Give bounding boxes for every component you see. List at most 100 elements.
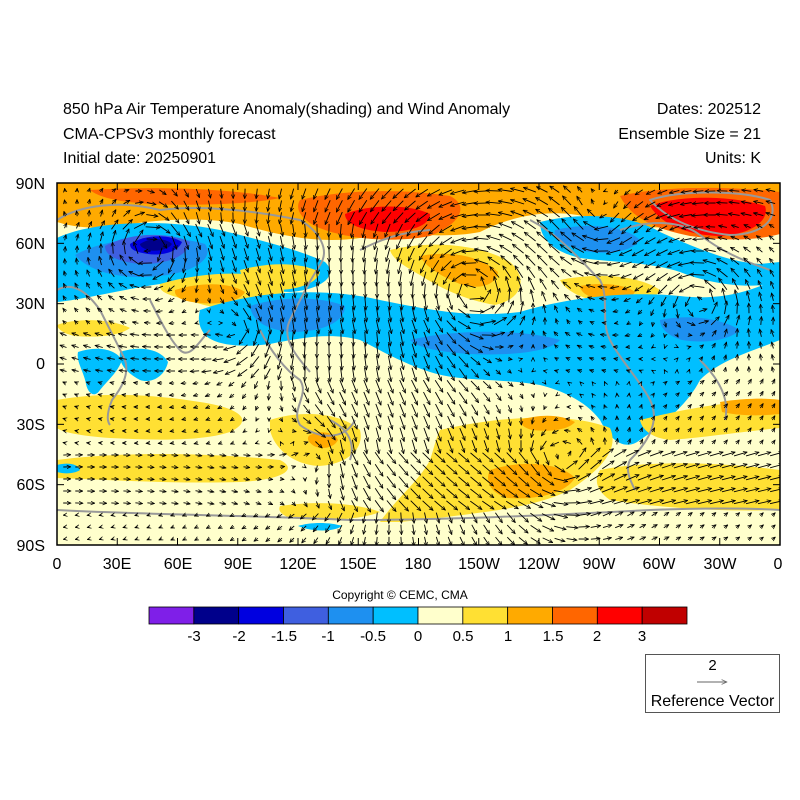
wind-vector <box>305 235 306 249</box>
wind-vector <box>625 189 631 195</box>
wind-vector <box>500 245 513 254</box>
wind-vector <box>339 319 343 334</box>
wind-vector <box>537 220 548 230</box>
wind-vector <box>279 188 282 199</box>
wind-vector <box>634 201 644 209</box>
wind-vector <box>267 235 271 249</box>
wind-vector <box>305 259 307 274</box>
wind-vector <box>540 279 547 290</box>
wind-vector <box>416 200 428 209</box>
wind-vector <box>143 359 151 360</box>
wind-vector <box>549 232 560 242</box>
wind-vector <box>600 299 607 300</box>
wind-vector <box>520 331 524 337</box>
wind-vector <box>498 212 513 217</box>
wind-vector <box>649 297 655 304</box>
colorbar <box>148 606 688 625</box>
wind-vector <box>255 224 259 236</box>
wind-vector <box>303 283 306 298</box>
wind-vector <box>231 296 238 306</box>
wind-vector <box>431 259 440 272</box>
wind-vector <box>435 331 442 345</box>
wind-vector <box>710 317 719 326</box>
wind-vector <box>314 212 319 224</box>
wind-vector <box>219 236 224 248</box>
wind-vector <box>267 307 272 322</box>
wind-vector <box>279 200 281 212</box>
wind-vector <box>719 226 727 228</box>
colorbar-swatch <box>507 606 553 625</box>
wind-vector <box>352 235 354 250</box>
wind-vector <box>60 333 67 336</box>
wind-vector <box>677 334 679 337</box>
wind-vector <box>256 200 257 212</box>
wind-vector <box>353 295 355 310</box>
wind-vector <box>729 190 740 191</box>
wind-vector <box>243 319 249 333</box>
wind-vector <box>574 207 584 218</box>
wind-vector <box>521 359 523 360</box>
wind-vector <box>509 288 510 303</box>
wind-vector <box>99 221 105 230</box>
wind-vector <box>567 320 570 325</box>
wind-vector <box>279 343 283 358</box>
colorbar-label: 0 <box>414 628 422 645</box>
wind-vector <box>679 215 692 217</box>
wind-vector <box>690 263 705 264</box>
wind-vector <box>735 290 739 302</box>
x-tick-label: 150E <box>339 556 376 573</box>
wind-vector <box>482 290 491 303</box>
wind-vector <box>416 212 428 222</box>
wind-vector <box>111 503 118 504</box>
wind-vector <box>401 295 402 310</box>
wind-vector <box>656 213 668 219</box>
wind-vector <box>329 295 331 310</box>
y-tick-label: 90S <box>17 538 45 555</box>
wind-vector <box>130 346 140 347</box>
wind-vector <box>76 258 77 265</box>
wind-vector <box>88 257 89 265</box>
wind-vector <box>610 287 620 289</box>
wind-vector <box>243 284 250 296</box>
wind-vector <box>418 236 428 247</box>
wind-vector <box>476 269 488 278</box>
wind-vector <box>134 383 139 384</box>
wind-vector <box>771 281 774 289</box>
wind-vector <box>757 258 763 265</box>
wind-vector <box>578 321 581 324</box>
y-tick-label: 30S <box>17 417 45 434</box>
wind-vector <box>231 260 236 272</box>
wind-vector <box>533 317 535 326</box>
wind-vector <box>167 259 175 273</box>
wind-vector <box>291 283 295 298</box>
wind-vector <box>279 283 284 298</box>
wind-vector <box>754 201 764 203</box>
wind-vector <box>549 197 560 206</box>
wind-vector <box>757 224 763 227</box>
wind-vector <box>657 237 668 244</box>
wind-vector <box>731 225 739 228</box>
wind-vector <box>515 266 524 279</box>
wind-vector <box>134 230 143 242</box>
wind-vector <box>622 224 632 234</box>
wind-vector <box>317 271 319 286</box>
wind-vector <box>614 201 619 209</box>
wind-vector <box>633 273 644 280</box>
wind-vector <box>353 283 354 298</box>
wind-vector <box>101 210 103 217</box>
wind-vector <box>430 248 440 260</box>
wind-vector <box>725 301 727 315</box>
wind-vector <box>215 334 223 335</box>
wind-vector <box>664 309 665 317</box>
wind-vector <box>754 190 764 192</box>
wind-vector <box>89 188 90 192</box>
wind-vector <box>196 272 197 283</box>
wind-vector <box>386 247 391 262</box>
wind-vector <box>281 224 283 236</box>
wind-vector <box>122 395 126 396</box>
wind-vector <box>394 212 404 224</box>
wind-vector <box>458 332 469 342</box>
wind-vector <box>731 235 740 241</box>
wind-vector <box>86 308 90 312</box>
wind-vector <box>324 200 331 212</box>
